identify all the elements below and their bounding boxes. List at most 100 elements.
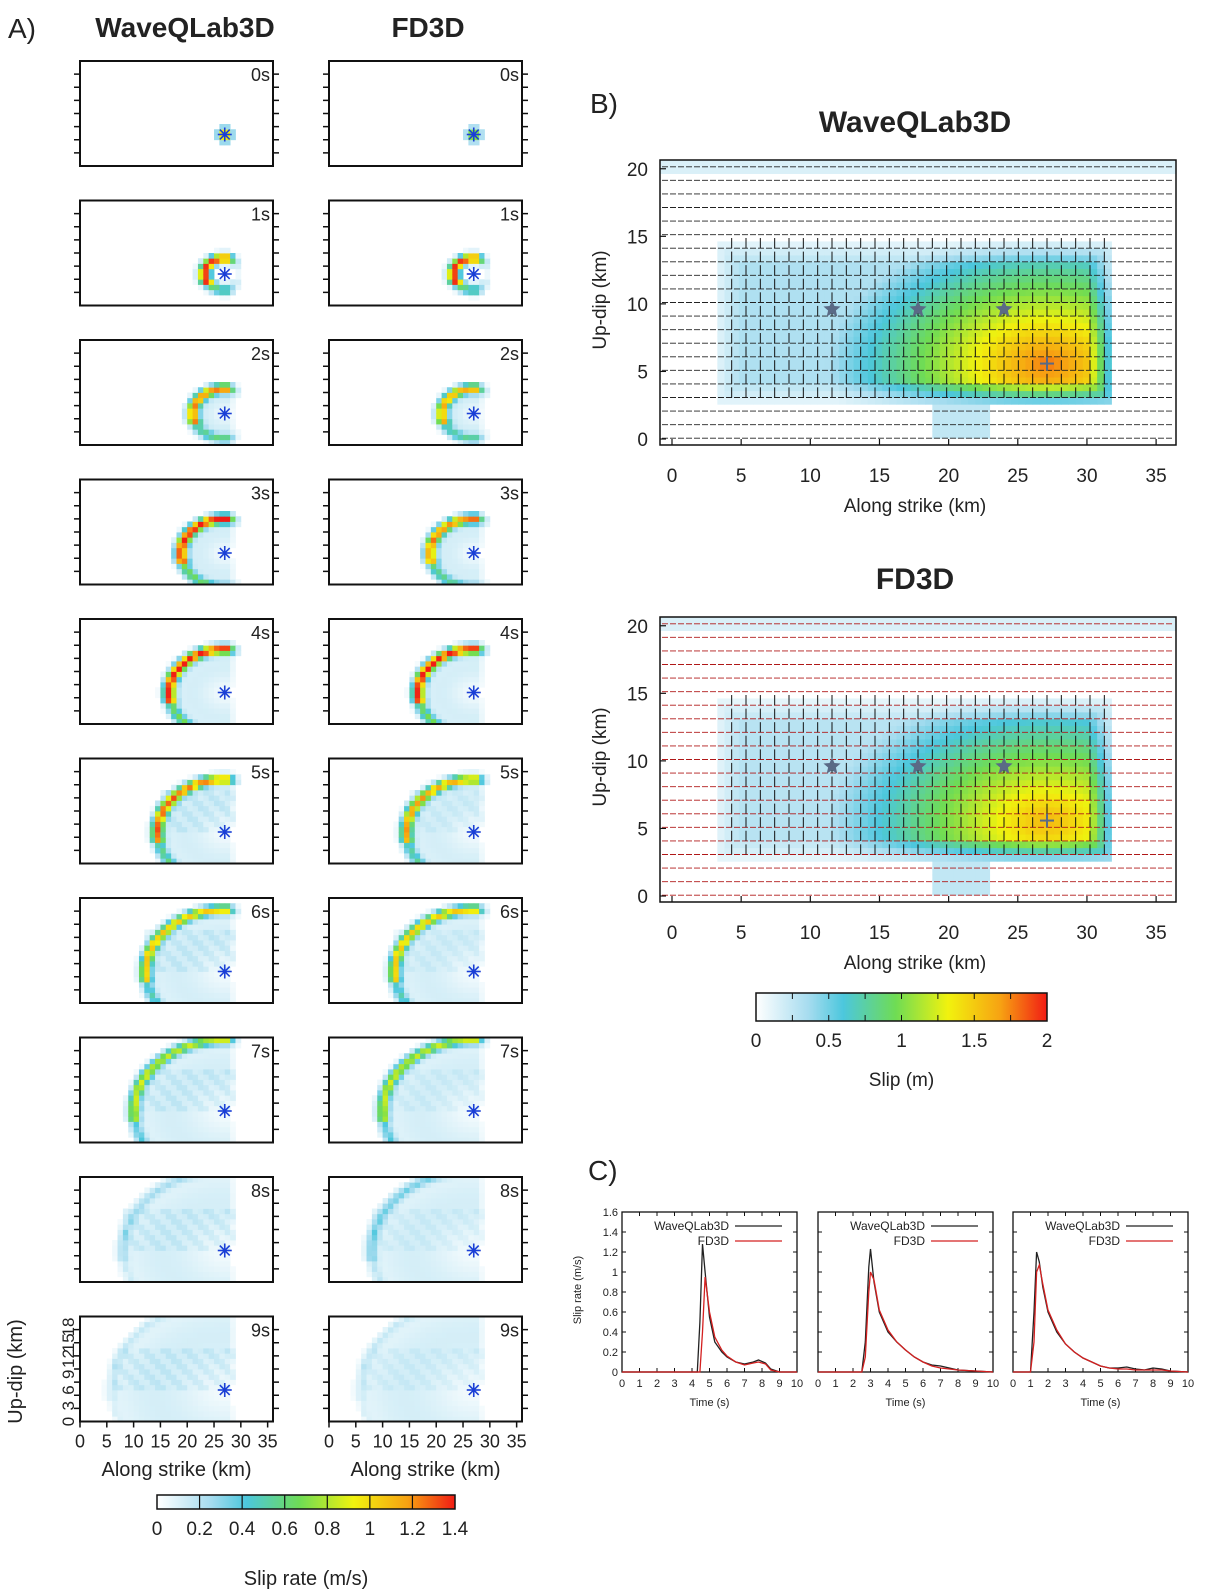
slip-map-waveqlab: WaveQLab3D 0 5 10 15 20 25 30 35 0 5 10 15 20 Along st…	[590, 106, 1177, 517]
y-tick-label: 15	[627, 684, 648, 705]
x-tick-label: 8	[759, 1378, 765, 1390]
slip-map-title: WaveQLab3D	[819, 106, 1011, 139]
y-tick-label: 10	[627, 752, 648, 773]
x-tick-label: 30	[231, 1432, 251, 1452]
y-axis-label: Up-dip (km)	[590, 250, 611, 349]
x-tick-label: 8	[955, 1378, 961, 1390]
y-tick-label: 5	[637, 819, 648, 840]
x-tick-label: 7	[1132, 1378, 1138, 1390]
snapshot-fd3d-0s: 0s	[323, 60, 528, 167]
time-label: 2s	[500, 344, 519, 364]
colorbar-tick-label: 0.5	[816, 1031, 842, 1052]
hypocenter-marker	[217, 406, 232, 421]
x-axis-label: Along strike (km)	[844, 953, 987, 974]
x-tick-label: 5	[351, 1432, 361, 1452]
x-tick-label: 10	[791, 1378, 803, 1390]
snapshot-frame	[79, 60, 274, 167]
time-label: 7s	[251, 1042, 270, 1062]
y-tick-label: 1.6	[603, 1207, 618, 1219]
slip-map-frame	[659, 616, 1177, 903]
x-tick-label: 3	[1062, 1378, 1068, 1390]
hypocenter-marker	[217, 127, 232, 142]
station-star	[823, 300, 841, 317]
station-star	[909, 300, 927, 317]
snapshot-waveqlab-0s: 0s	[74, 60, 279, 167]
snapshot-fd3d-3s: 3s	[323, 478, 528, 586]
y-tick-label: 15	[59, 1333, 78, 1352]
y-tick-label: 3	[59, 1401, 78, 1410]
x-axis-label: Time (s)	[690, 1397, 730, 1409]
slip-map-fd3d: FD3D 0 5 10 15 20 25 30 35 0 5 10 15 20 Along strike (…	[590, 563, 1177, 974]
x-tick-label: 5	[706, 1378, 712, 1390]
x-tick-label: 10	[124, 1432, 144, 1452]
x-tick-label: 2	[1045, 1378, 1051, 1390]
x-tick-label: 25	[1007, 466, 1028, 487]
y-tick-label: 1.4	[603, 1227, 618, 1239]
snapshot-waveqlab-7s: 7s	[74, 1036, 279, 1144]
hypocenter-marker	[217, 825, 232, 839]
colorbar-tick-label: 1	[365, 1519, 376, 1540]
legend-label: FD3D	[1089, 1234, 1121, 1248]
x-tick-label: 25	[204, 1432, 224, 1452]
x-tick-label: 30	[480, 1432, 500, 1452]
y-tick-label: 1.2	[603, 1247, 618, 1259]
hypocenter-marker	[217, 1383, 232, 1397]
x-tick-label: 0	[815, 1378, 821, 1390]
y-axis-label: Up-dip (km)	[590, 707, 611, 806]
panel-a-title-fd3d: FD3D	[391, 12, 464, 43]
colorbar-tick-label: 0.4	[229, 1519, 256, 1540]
x-tick-label: 0	[619, 1378, 625, 1390]
x-tick-label: 20	[426, 1432, 446, 1452]
x-tick-label: 9	[1167, 1378, 1173, 1390]
snapshot-frame	[328, 60, 523, 167]
plot-frame	[817, 1211, 994, 1373]
x-tick-label: 5	[902, 1378, 908, 1390]
station-star	[995, 757, 1013, 774]
x-tick-label: 35	[507, 1432, 527, 1452]
y-tick-label: 12	[59, 1349, 78, 1368]
x-tick-label: 0	[667, 466, 678, 487]
x-tick-label: 10	[800, 466, 821, 487]
x-tick-label: 1	[636, 1378, 642, 1390]
x-axis-label: Along strike (km)	[101, 1459, 251, 1481]
x-tick-label: 15	[399, 1432, 419, 1452]
x-tick-label: 4	[689, 1378, 695, 1390]
colorbar-tick-label: 0.6	[272, 1519, 298, 1540]
time-label: 9s	[251, 1321, 270, 1341]
hypocenter-marker	[217, 546, 232, 560]
snapshot-frame	[79, 199, 274, 307]
x-tick-label: 35	[1146, 466, 1167, 487]
hypocenter-marker	[217, 1243, 232, 1258]
snapshot-fd3d-8s: 8s	[323, 1176, 528, 1283]
x-tick-label: 25	[453, 1432, 473, 1452]
series-line-fd3d	[622, 1276, 797, 1373]
panel-b-label: B)	[590, 88, 618, 119]
slip-map-frame	[659, 159, 1177, 446]
hypocenter-marker	[466, 1243, 481, 1258]
snapshot-waveqlab-4s: 4s	[74, 618, 279, 725]
x-tick-label: 2	[654, 1378, 660, 1390]
time-label: 5s	[251, 763, 270, 783]
x-tick-label: 0	[667, 923, 678, 944]
legend-label: FD3D	[698, 1234, 730, 1248]
hypocenter-marker	[466, 685, 481, 700]
time-label: 6s	[251, 902, 270, 922]
snapshot-frame	[328, 199, 523, 307]
colorbar-slip-rate	[156, 1494, 456, 1510]
x-tick-label: 7	[937, 1378, 943, 1390]
time-label: 1s	[500, 205, 519, 225]
y-axis-label: Up-dip (km)	[5, 1319, 27, 1423]
x-tick-label: 15	[150, 1432, 170, 1452]
x-tick-label: 15	[869, 923, 890, 944]
y-tick-label: 1	[612, 1267, 618, 1279]
colorbar-tick-label: 1.4	[442, 1519, 469, 1540]
x-tick-label: 35	[1146, 923, 1167, 944]
snapshot-fd3d-5s: 5s	[323, 757, 528, 865]
x-tick-label: 0	[1010, 1378, 1016, 1390]
panel-a-title-waveqlab: WaveQLab3D	[95, 12, 274, 43]
hypocenter-marker	[466, 964, 481, 979]
x-tick-label: 4	[1080, 1378, 1086, 1390]
x-tick-label: 6	[1115, 1378, 1121, 1390]
time-label: 5s	[500, 763, 519, 783]
